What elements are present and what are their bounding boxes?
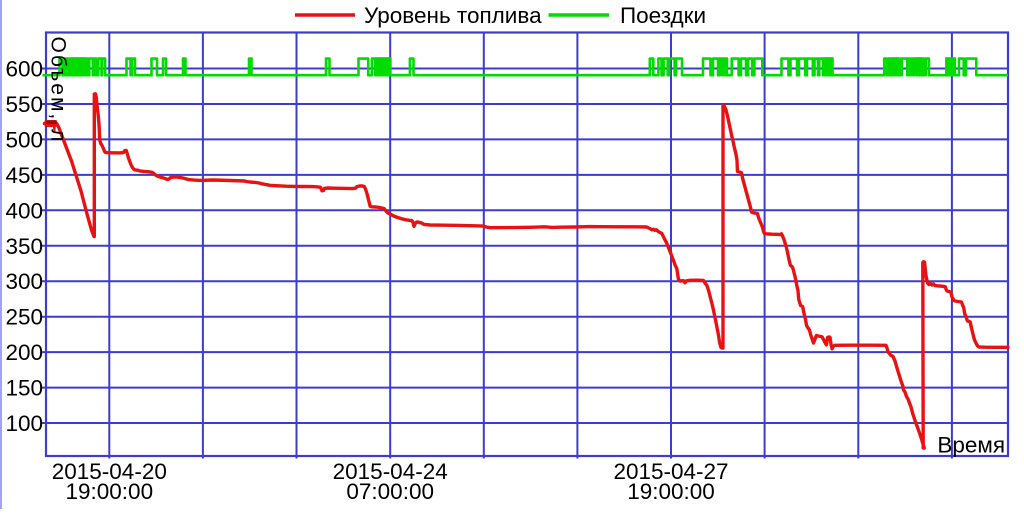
svg-text:300: 300 [5,269,43,294]
svg-text:150: 150 [5,376,43,401]
svg-text:200: 200 [5,340,43,365]
svg-text:19:00:00: 19:00:00 [66,479,154,504]
svg-text:2015-04-20: 2015-04-20 [52,459,167,484]
svg-text:100: 100 [5,411,43,436]
svg-text:350: 350 [5,234,43,259]
svg-text:07:00:00: 07:00:00 [346,479,434,504]
svg-text:550: 550 [5,92,43,117]
svg-text:Время: Время [937,433,1005,458]
svg-text:500: 500 [5,127,43,152]
svg-text:2015-04-27: 2015-04-27 [613,459,728,484]
svg-text:450: 450 [5,163,43,188]
svg-text:600: 600 [5,57,43,82]
svg-text:19:00:00: 19:00:00 [627,479,715,504]
svg-text:2015-04-24: 2015-04-24 [333,459,448,484]
svg-text:250: 250 [5,305,43,330]
svg-text:Уровень топлива: Уровень топлива [364,3,542,28]
svg-text:Объем, л: Объем, л [47,37,70,144]
svg-text:400: 400 [5,198,43,223]
svg-text:Поездки: Поездки [620,3,706,28]
